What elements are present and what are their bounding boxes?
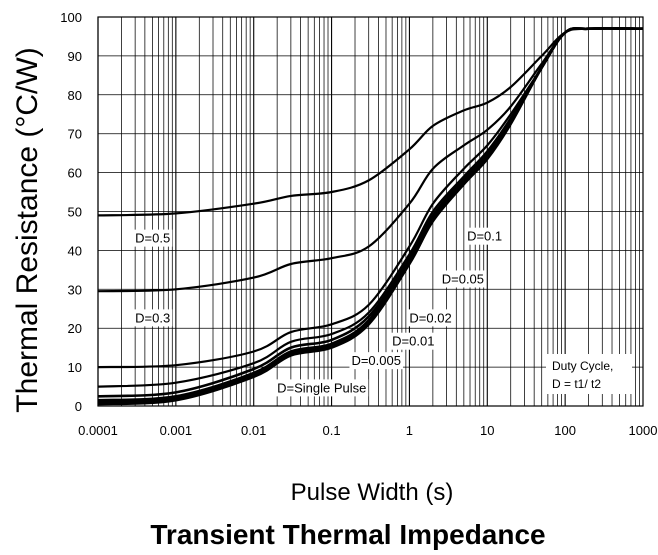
x-tick-label: 0.1 <box>323 423 341 438</box>
curve-label-text: D=0.05 <box>442 271 484 286</box>
x-tick-label: 10 <box>480 423 494 438</box>
y-tick-label: 70 <box>68 127 82 142</box>
series-line-d-0-5 <box>97 27 644 217</box>
y-tick-label: 50 <box>68 205 82 220</box>
x-tick-labels: 0.0001 0.001 0.01 0.1 1 10 100 1000 <box>78 423 657 438</box>
curve-labels: D=0.5 D=0.3 D=0.1 D=0.05 D=0.02 D=0.01 D=0.005… <box>133 227 505 397</box>
y-tick-labels: 0 10 20 30 40 50 60 70 80 90 100 <box>60 10 82 414</box>
curves <box>97 27 644 406</box>
y-axis-label: Thermal Resistance (°C/W) <box>11 47 44 412</box>
x-tick-label: 0.0001 <box>78 423 118 438</box>
curve-label: D=0.5 <box>133 229 173 247</box>
curve-label: D=0.3 <box>133 309 173 327</box>
curve-label-text: D=Single Pulse <box>277 380 366 395</box>
curve-label-text: D=0.1 <box>467 229 502 244</box>
x-tick-label: 1000 <box>629 423 658 438</box>
curve-label-text: D=0.01 <box>392 334 434 349</box>
y-tick-label: 20 <box>68 321 82 336</box>
curve-label: D=0.02 <box>407 309 454 327</box>
y-tick-label: 40 <box>68 243 82 258</box>
series-line-d-single-pulse <box>97 27 644 406</box>
y-tick-label: 30 <box>68 282 82 297</box>
curve-label: D=0.1 <box>465 227 505 245</box>
y-tick-label: 90 <box>68 49 82 64</box>
curve-label-text: D=0.02 <box>409 310 451 325</box>
y-tick-label: 100 <box>60 10 82 25</box>
y-tick-label: 0 <box>75 399 82 414</box>
curve-label: D=Single Pulse <box>275 379 369 397</box>
curve-label-text: D=0.5 <box>135 231 170 246</box>
grid <box>97 16 643 407</box>
duty-cycle-line1: Duty Cycle, <box>552 359 613 373</box>
x-tick-label: 1 <box>406 423 413 438</box>
duty-cycle-box <box>546 354 632 394</box>
y-tick-label: 10 <box>68 360 82 375</box>
curve-label: D=0.05 <box>439 270 487 288</box>
curve-label-text: D=0.3 <box>135 310 170 325</box>
duty-cycle-line2: D = t1/ t2 <box>552 377 601 391</box>
plot-frame <box>97 16 644 407</box>
x-tick-label: 0.01 <box>241 423 266 438</box>
curve-label-text: D=0.005 <box>351 353 401 368</box>
x-axis-label: Pulse Width (s) <box>291 479 454 506</box>
y-tick-label: 80 <box>68 88 82 103</box>
y-tick-label: 60 <box>68 166 82 181</box>
curve-label: D=0.005 <box>349 352 403 370</box>
x-tick-label: 100 <box>554 423 576 438</box>
x-tick-label: 0.001 <box>160 423 193 438</box>
chart-title: Transient Thermal Impedance <box>150 519 545 550</box>
curve-label: D=0.01 <box>390 332 437 350</box>
